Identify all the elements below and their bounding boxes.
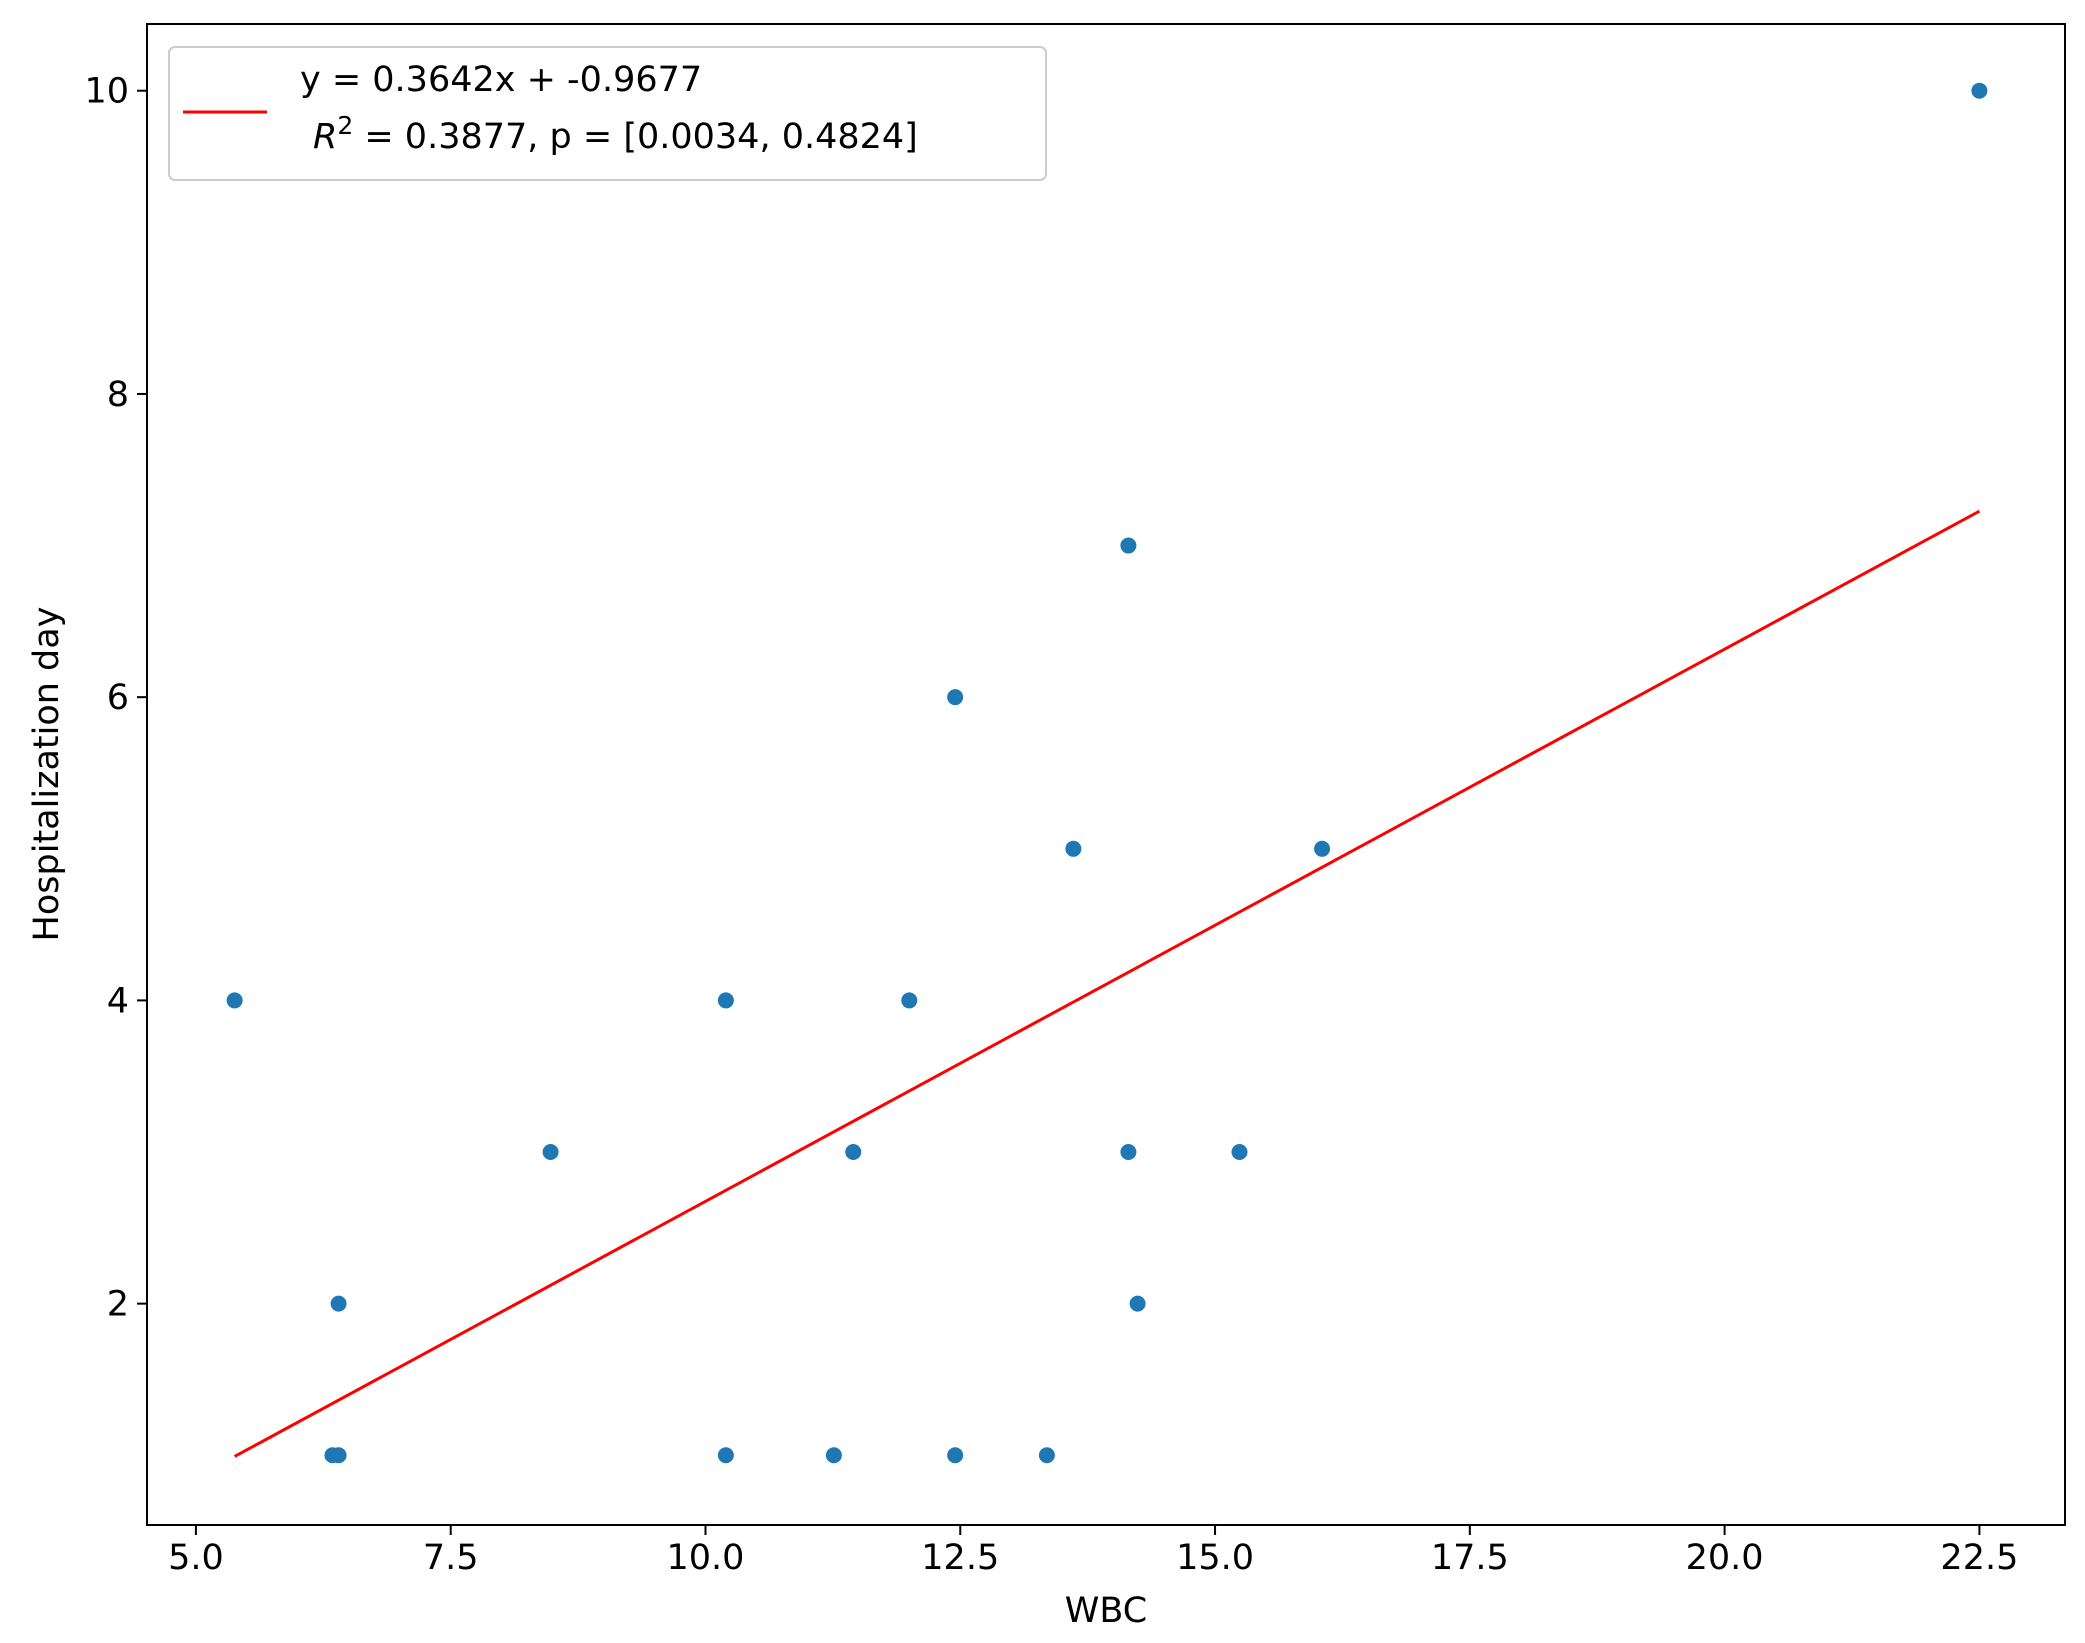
point <box>1231 1144 1248 1161</box>
y-tick-label: 8 <box>107 375 129 415</box>
legend-rest: = 0.3877, p = [0.0034, 0.4824] <box>353 117 918 157</box>
point <box>1314 840 1331 857</box>
point <box>947 689 964 706</box>
legend-label: y = 0.3642x + -0.9677 <box>300 60 702 100</box>
x-axis-label: WBC <box>1065 1591 1147 1631</box>
y-tick-label: 6 <box>107 678 129 718</box>
point <box>1120 1144 1137 1161</box>
y-tick-label: 2 <box>107 1285 129 1325</box>
x-tick-label: 12.5 <box>921 1538 999 1578</box>
regression-line <box>233 509 1981 1458</box>
x-tick-label: 22.5 <box>1940 1538 2018 1578</box>
y-tick-label: 10 <box>84 72 129 112</box>
legend-r: R <box>313 117 337 157</box>
point <box>825 1447 842 1464</box>
y-tick-label: 4 <box>107 981 129 1021</box>
point <box>717 992 734 1009</box>
point <box>717 1447 734 1464</box>
point <box>1129 1295 1146 1312</box>
plot-frame <box>146 23 2066 1526</box>
legend-sup: 2 <box>337 111 353 140</box>
legend-label-line2: R2 = 0.3877, p = [0.0034, 0.4824] <box>313 111 918 157</box>
point <box>1120 537 1137 554</box>
x-tick-label: 10.0 <box>667 1538 745 1578</box>
point <box>330 1447 347 1464</box>
point <box>542 1144 559 1161</box>
point <box>330 1295 347 1312</box>
x-tick-label: 7.5 <box>423 1538 479 1578</box>
x-tick-label: 5.0 <box>168 1538 224 1578</box>
x-tick-label: 15.0 <box>1176 1538 1254 1578</box>
point <box>1038 1447 1055 1464</box>
point <box>1971 82 1988 99</box>
legend-box <box>168 46 1047 181</box>
point <box>901 992 918 1009</box>
x-tick-label: 20.0 <box>1686 1538 1764 1578</box>
point <box>845 1144 862 1161</box>
x-tick-label: 17.5 <box>1431 1538 1509 1578</box>
point <box>947 1447 964 1464</box>
y-axis-label: Hospitalization day <box>27 607 67 942</box>
point <box>1065 840 1082 857</box>
point <box>226 992 243 1009</box>
